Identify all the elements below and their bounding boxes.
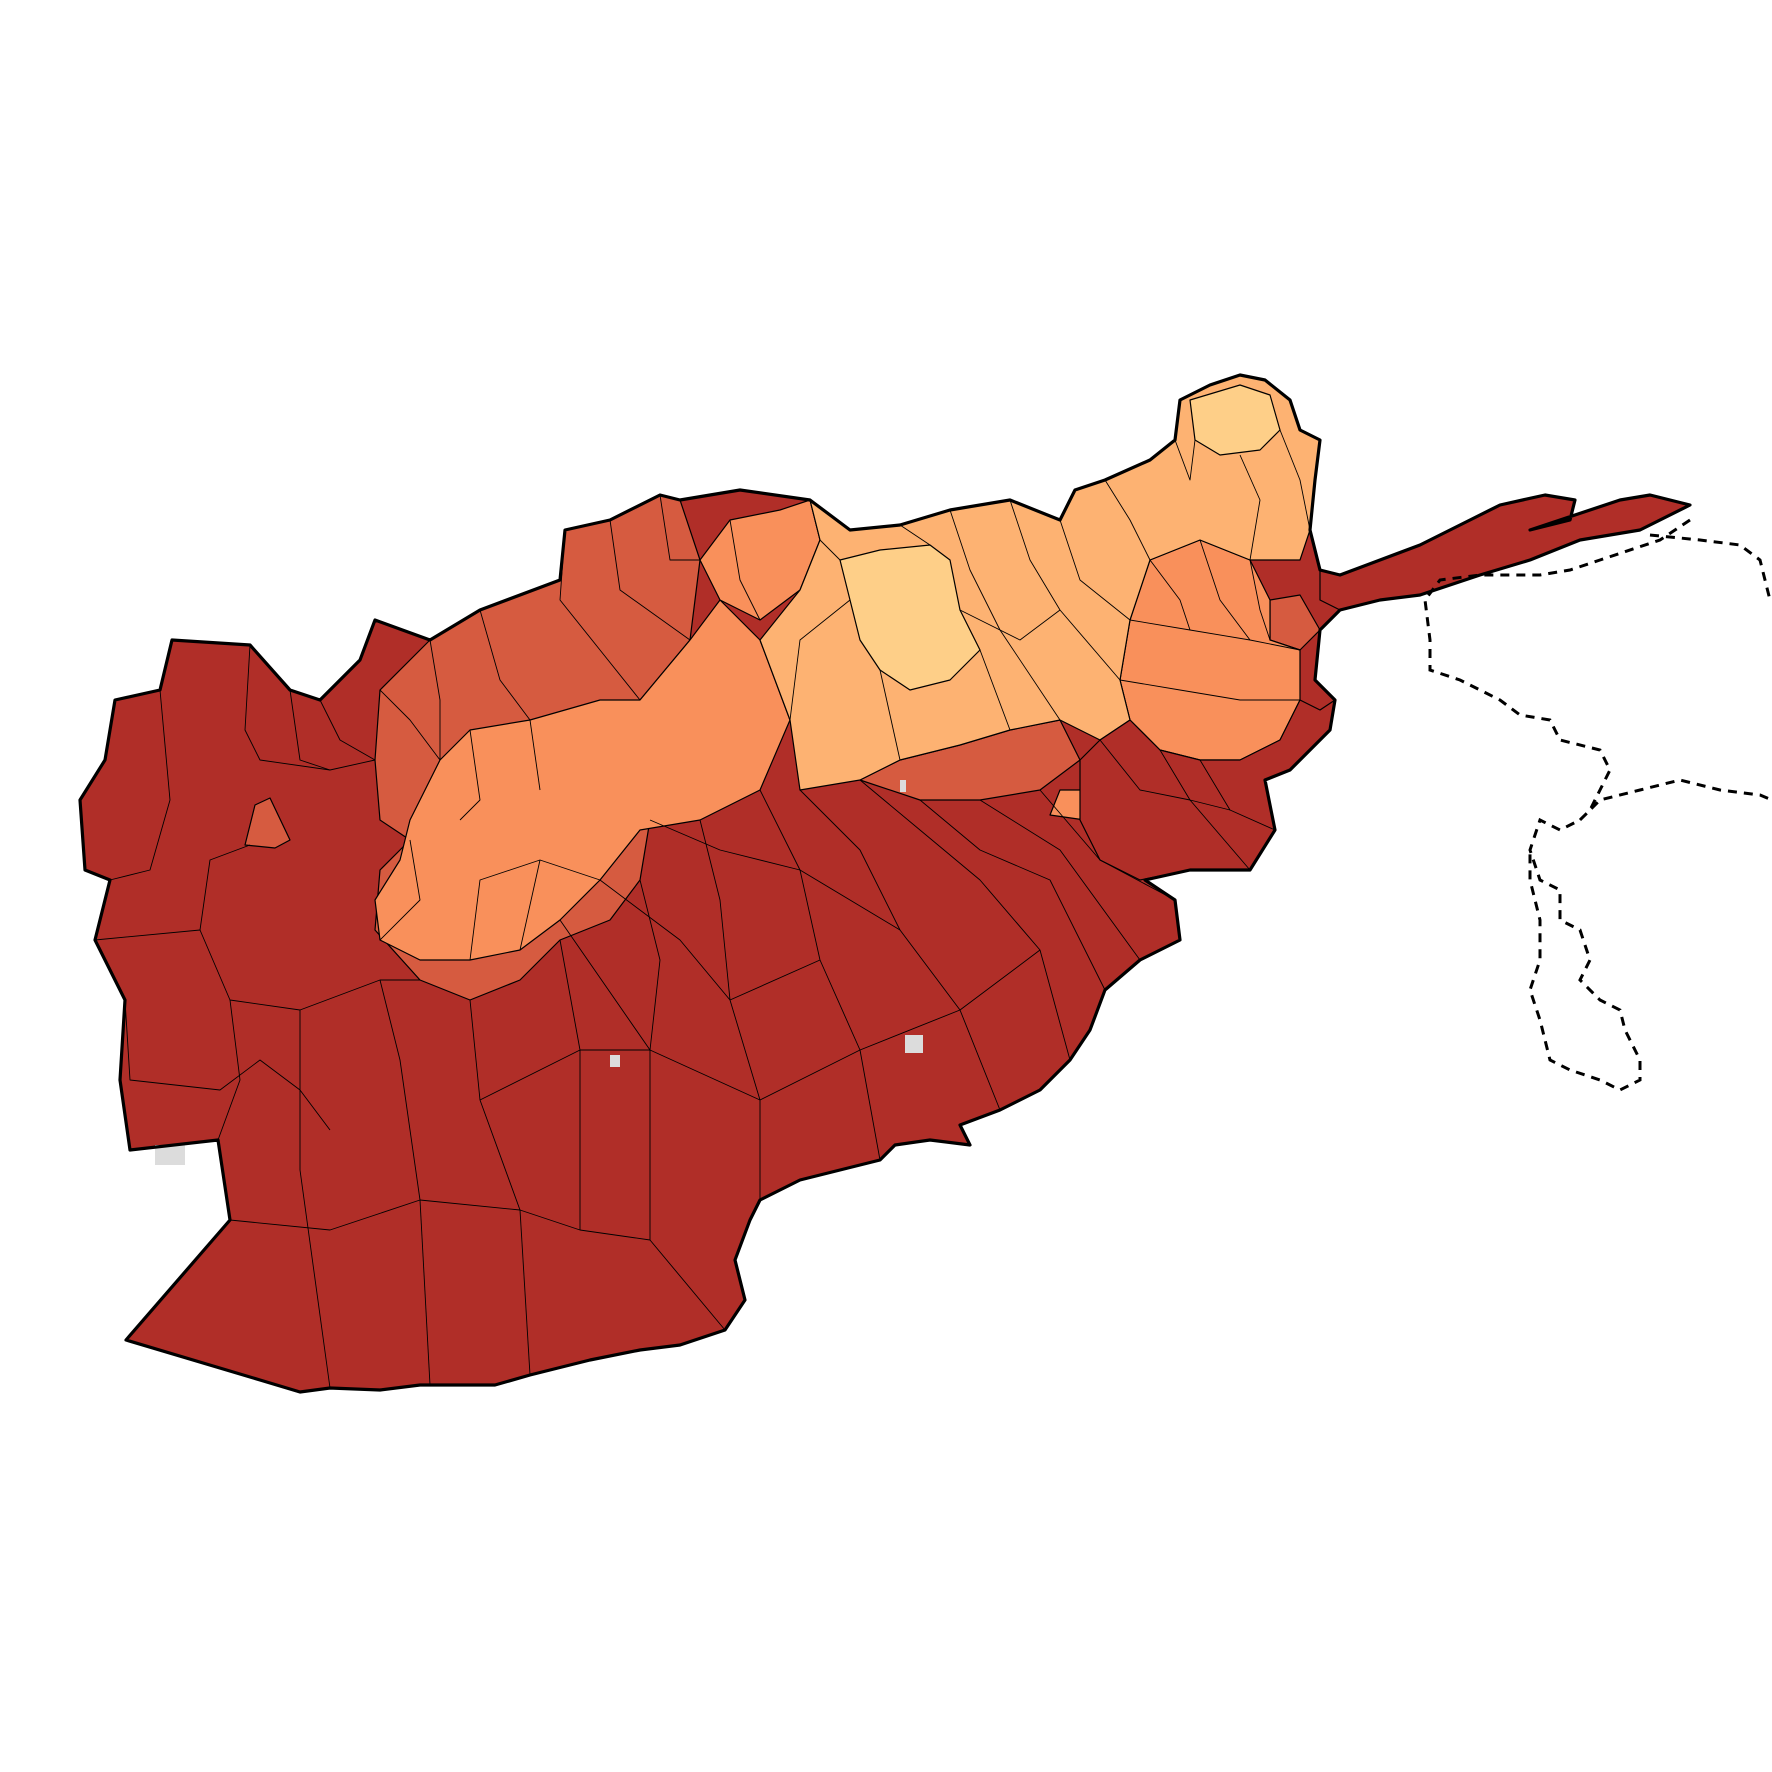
region-wakhan [1319,494,1691,611]
national-border [78,373,1692,1394]
no-data-patch-east [900,780,906,792]
region-level1-north [1189,384,1281,456]
region-level3-central [374,599,791,961]
no-data-patch-center [610,1055,620,1067]
region-level1-core [839,544,981,691]
no-data-patch-south [905,1035,923,1053]
no-data-patch-sw [155,1145,185,1165]
disputed-boundary-dashed [1423,518,1772,1092]
district-boundaries [94,429,1311,1389]
region-level4-herat [244,797,291,849]
